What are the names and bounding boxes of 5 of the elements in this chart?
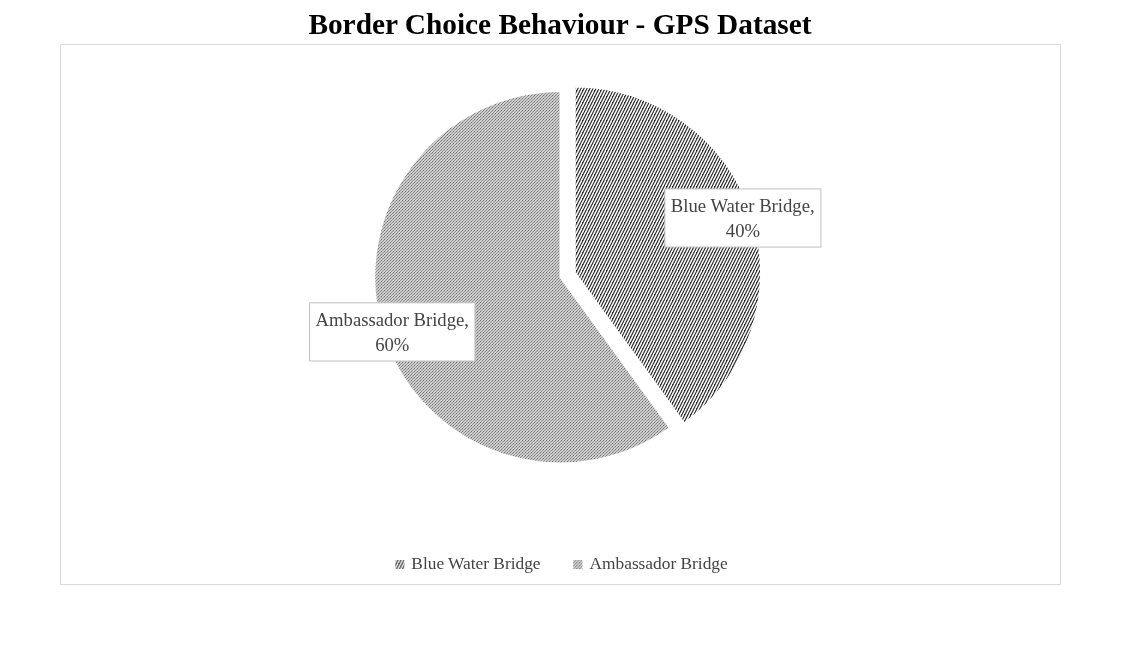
data-label: Blue Water Bridge, 40% [670, 194, 815, 242]
legend-label: Blue Water Bridge [411, 554, 541, 574]
legend-label: Ambassador Bridge [589, 554, 728, 574]
chart-title: Border Choice Behaviour - GPS Dataset [308, 7, 812, 40]
data-label: Ambassador Bridge, 60% [315, 308, 469, 356]
